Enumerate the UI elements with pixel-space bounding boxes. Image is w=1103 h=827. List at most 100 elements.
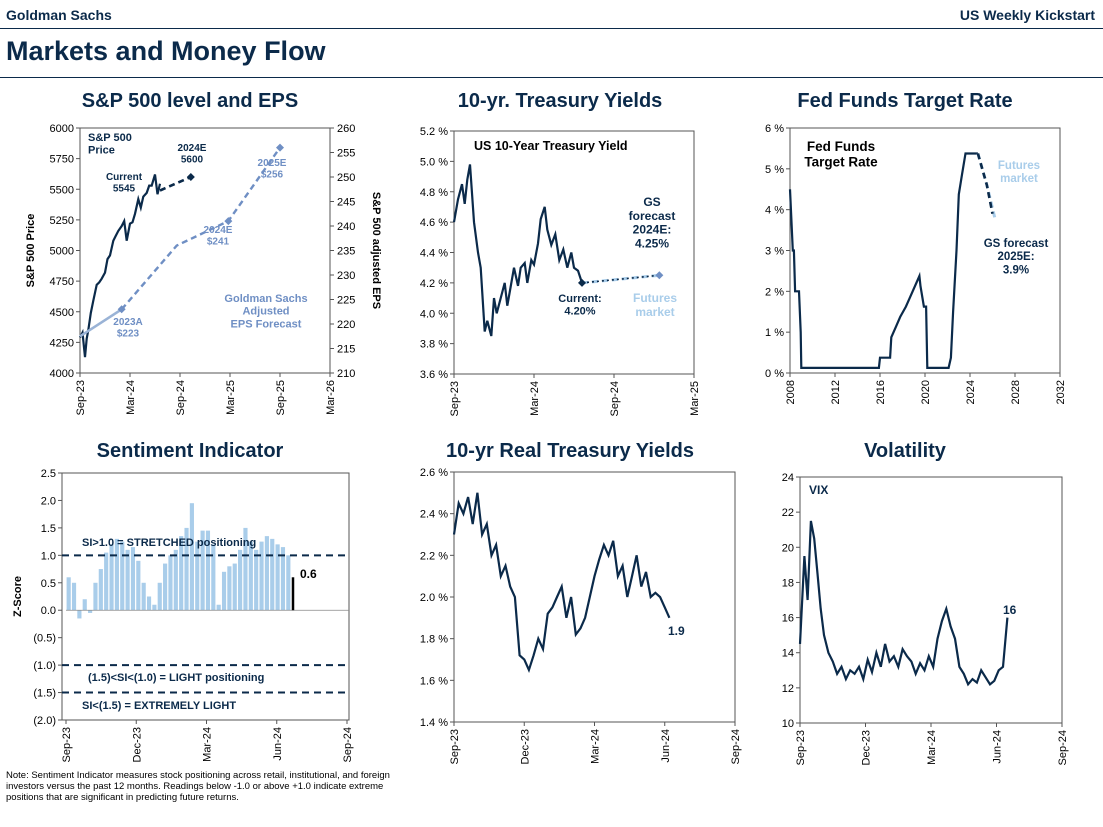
y2-tick-label: 210: [337, 368, 355, 380]
x-tick-label: Jun-24: [660, 729, 672, 763]
series-10-yr-real-treasury-yield: [452, 492, 671, 673]
series-vix: [798, 520, 1009, 687]
legend-ust10: US 10-Year Treasury Yield: [474, 139, 628, 153]
y-tick-label: (0.5): [33, 633, 56, 645]
y-tick-label: 5500: [50, 184, 74, 196]
x-tick-label: Sep-23: [61, 727, 73, 762]
x-tick-label: Mar-24: [529, 381, 541, 416]
series-eps-forecast: [120, 146, 281, 311]
bar: [227, 566, 232, 611]
annotation-eps-2024: 2024E $241: [204, 225, 233, 248]
bar: [238, 549, 243, 611]
annotation-eps-2025: 2025E $256: [258, 158, 287, 181]
y-tick-label: 0.5: [41, 578, 56, 590]
y-tick-label: 0 %: [765, 368, 784, 380]
y-tick-label: 1.8 %: [420, 634, 448, 646]
chart-sp500: 600057505500525050004750450042504000Sep-…: [25, 123, 382, 415]
footnote: Note: Sentiment Indicator measures stock…: [6, 770, 390, 803]
y-tick-label: 4 %: [765, 205, 784, 217]
annotation-futures: Futures market: [633, 291, 677, 319]
legend-vix: VIX: [809, 483, 828, 497]
title-divider: [0, 77, 1103, 78]
chart-ust10: 5.2 % 5.0 % 4.8 % 4.6 % 4.4 % 4.2 % 4.0 % 3.8 %…: [420, 126, 701, 416]
x-tick-label: Sep-23: [75, 380, 87, 415]
plot-frame: [789, 127, 1061, 374]
annotation-futures: Futures market: [998, 160, 1040, 185]
y-tick-label: 22: [782, 507, 794, 519]
chart-fedfunds: 6 % 5 % 4 % 3 % 2 % 1 % 0 %2008 2012 2016 2020 202…: [765, 123, 1067, 404]
bar: [232, 563, 237, 611]
y2-tick-label: 260: [337, 123, 355, 135]
y-tick-label: 3 %: [765, 246, 784, 258]
bar: [109, 544, 114, 611]
bar: [136, 560, 141, 611]
y-tick-label: 6000: [50, 123, 74, 135]
bar: [275, 544, 280, 611]
legend-sp500-price: S&P 500 Price: [88, 132, 132, 157]
series-fed-funds-target-rate: [788, 152, 978, 369]
marker: [224, 217, 233, 226]
chart-real10: 2.6 %2.4 %2.2 %2.0 %1.8 %1.6 %1.4 %Sep-2…: [420, 467, 742, 764]
bar: [195, 541, 200, 611]
x-tick-label: Sep-25: [275, 380, 287, 415]
marker: [276, 143, 284, 152]
y-tick-label: 4750: [50, 276, 74, 288]
plot-frame: [79, 127, 331, 374]
bar: [66, 577, 71, 611]
y-tick-label: 2.0: [41, 495, 56, 507]
plot-frame: [799, 476, 1063, 724]
bar: [173, 549, 178, 611]
x-tick-label: Sep-24: [730, 729, 742, 764]
bar: [205, 530, 211, 611]
y-axis-label: S&P 500 Price: [25, 214, 37, 288]
bar: [211, 544, 216, 611]
y-tick-label: 24: [782, 472, 794, 484]
x-tick-label: Mar-24: [125, 380, 137, 415]
bar: [179, 536, 184, 611]
marker-forecast: [655, 271, 664, 280]
bar: [98, 569, 103, 611]
y-tick-label: 3.8 %: [420, 339, 448, 351]
marker: [186, 173, 195, 181]
x-tick-label: 2008: [785, 380, 797, 404]
y-tick-label: 2.0 %: [420, 592, 448, 604]
plot-frame: [61, 472, 350, 721]
x-tick-label: Sep-23: [449, 729, 461, 764]
bar: [248, 541, 253, 611]
y-tick-label: 4.4 %: [420, 248, 448, 260]
y-tick-label: 5250: [50, 215, 74, 227]
x-tick-label: Sep-24: [609, 381, 621, 416]
bar: [146, 596, 152, 611]
bar: [259, 541, 264, 611]
bar: [184, 527, 189, 611]
y-tick-label: (1.5): [33, 688, 56, 700]
bar: [141, 582, 146, 611]
y-tick-label: 2.6 %: [420, 467, 448, 479]
chart-title-sentiment: Sentiment Indicator: [96, 440, 284, 462]
y-tick-label: 5.0 %: [420, 156, 448, 168]
y-tick-label: 6 %: [765, 123, 784, 135]
y2-tick-label: 220: [337, 319, 355, 331]
x-tick-label: Sep-23: [449, 381, 461, 416]
y-tick-label: 14: [782, 648, 794, 660]
legend-fedfunds: Fed Funds Target Rate: [804, 139, 878, 170]
y2-tick-label: 230: [337, 270, 355, 282]
y2-tick-label: 240: [337, 221, 355, 233]
x-tick-label: Mar-24: [590, 729, 602, 764]
y2-tick-label: 225: [337, 295, 355, 307]
y-tick-label: 4.0 %: [420, 308, 448, 320]
x-tick-label: Mar-25: [225, 380, 237, 415]
annotation-current: Current: 4.20%: [558, 293, 601, 318]
y-tick-label: 10: [782, 718, 794, 730]
y-tick-label: 20: [782, 542, 794, 554]
y-tick-label: 4.2 %: [420, 278, 448, 290]
y-tick-label: 18: [782, 577, 794, 589]
x-tick-label: Mar-24: [202, 727, 214, 762]
y2-axis-label: S&P 500 adjusted EPS: [370, 192, 382, 309]
bar: [88, 610, 93, 613]
page-title: Markets and Money Flow: [6, 36, 326, 66]
x-tick-label: Mar-26: [325, 380, 337, 415]
y-tick-label: 5 %: [765, 164, 784, 176]
bar: [270, 538, 275, 611]
